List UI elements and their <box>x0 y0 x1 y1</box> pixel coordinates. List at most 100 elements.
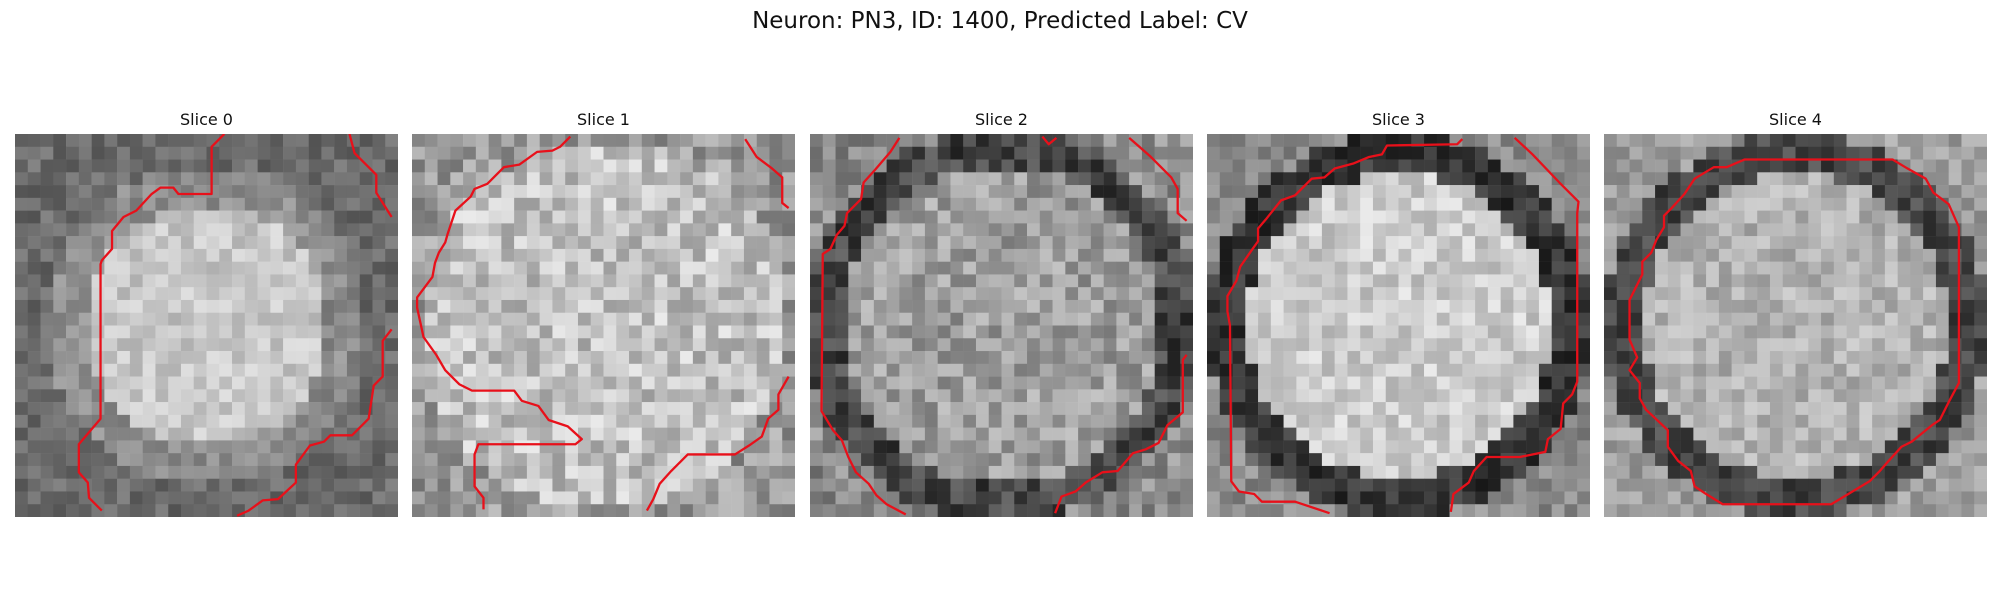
pixel <box>219 338 232 351</box>
pixel <box>925 364 938 377</box>
pixel <box>1501 198 1514 211</box>
pixel <box>1065 134 1078 147</box>
pixel <box>1923 287 1936 300</box>
pixel <box>1681 338 1694 351</box>
pixel <box>1411 172 1424 185</box>
pixel <box>1207 313 1220 326</box>
pixel <box>1475 185 1488 198</box>
pixel <box>769 504 782 517</box>
pixel <box>769 491 782 504</box>
pixel <box>540 479 553 492</box>
pixel <box>1732 377 1745 390</box>
pixel <box>925 415 938 428</box>
pixel <box>527 364 540 377</box>
pixel <box>1577 338 1590 351</box>
pixel <box>258 389 271 402</box>
pixel <box>1488 160 1501 173</box>
pixel <box>718 249 731 262</box>
pixel <box>476 262 489 275</box>
pixel <box>143 338 156 351</box>
pixel <box>989 415 1002 428</box>
pixel <box>501 185 514 198</box>
pixel <box>1642 172 1655 185</box>
pixel <box>181 236 194 249</box>
pixel <box>1706 402 1719 415</box>
pixel <box>143 249 156 262</box>
pixel <box>1974 223 1987 236</box>
pixel <box>1296 326 1309 339</box>
pixel <box>1180 479 1193 492</box>
pixel <box>1258 236 1271 249</box>
pixel <box>1347 274 1360 287</box>
pixel <box>1142 287 1155 300</box>
pixel <box>912 440 925 453</box>
pixel <box>194 415 207 428</box>
pixel <box>1681 402 1694 415</box>
pixel <box>1220 185 1233 198</box>
pixel <box>1091 287 1104 300</box>
pixel <box>489 211 502 224</box>
pixel <box>769 172 782 185</box>
pixel <box>565 160 578 173</box>
pixel <box>232 338 245 351</box>
pixel <box>1949 134 1962 147</box>
pixel <box>168 300 181 313</box>
pixel <box>514 479 527 492</box>
pixel <box>1091 491 1104 504</box>
pixel <box>1668 134 1681 147</box>
pixel <box>514 172 527 185</box>
pixel <box>1706 274 1719 287</box>
pixel <box>1296 389 1309 402</box>
pixel <box>385 479 398 492</box>
pixel <box>1014 262 1027 275</box>
pixel <box>718 198 731 211</box>
pixel <box>1386 274 1399 287</box>
pixel <box>1796 402 1809 415</box>
pixel <box>92 351 105 364</box>
pixel <box>321 479 334 492</box>
pixel <box>782 185 795 198</box>
pixel <box>1693 223 1706 236</box>
pixel <box>334 377 347 390</box>
pixel <box>1770 453 1783 466</box>
pixel <box>1564 479 1577 492</box>
pixel <box>1424 466 1437 479</box>
pixel <box>296 274 309 287</box>
pixel <box>232 274 245 287</box>
pixel <box>1116 274 1129 287</box>
pixel <box>1296 211 1309 224</box>
pixel <box>1462 326 1475 339</box>
pixel <box>1564 147 1577 160</box>
pixel <box>823 198 836 211</box>
pixel <box>655 338 668 351</box>
pixel <box>79 262 92 275</box>
pixel <box>810 211 823 224</box>
pixel <box>1207 262 1220 275</box>
pixel <box>1207 479 1220 492</box>
pixel <box>1245 147 1258 160</box>
pixel <box>1668 147 1681 160</box>
pixel <box>925 389 938 402</box>
pixel <box>963 160 976 173</box>
pixel <box>782 504 795 517</box>
pixel <box>744 287 757 300</box>
pixel <box>168 249 181 262</box>
pixel <box>604 402 617 415</box>
pixel <box>823 160 836 173</box>
pixel <box>1233 287 1246 300</box>
pixel <box>1116 491 1129 504</box>
pixel <box>1129 236 1142 249</box>
pixel <box>270 313 283 326</box>
pixel <box>925 479 938 492</box>
pixel <box>1757 428 1770 441</box>
pixel <box>117 491 130 504</box>
pixel <box>1668 428 1681 441</box>
pixel <box>912 428 925 441</box>
pixel <box>950 466 963 479</box>
pixel <box>450 300 463 313</box>
pixel <box>1462 428 1475 441</box>
slice-title: Slice 1 <box>412 110 795 134</box>
pixel <box>912 504 925 517</box>
pixel <box>1309 249 1322 262</box>
pixel <box>1974 440 1987 453</box>
